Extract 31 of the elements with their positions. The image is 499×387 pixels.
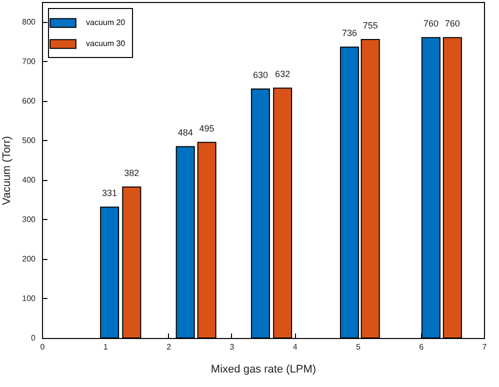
x-tick-label: 1 <box>103 342 108 352</box>
y-tick-label: 300 <box>22 214 36 224</box>
y-tick-label: 600 <box>22 96 36 106</box>
x-axis-title: Mixed gas rate (LPM) <box>210 364 316 376</box>
data-label: 331 <box>102 188 118 198</box>
data-label: 495 <box>199 123 214 134</box>
legend-label: vacuum 20 <box>86 18 126 27</box>
x-tick-label: 3 <box>230 342 235 352</box>
legend-label: vacuum 30 <box>86 39 126 48</box>
x-tick-label: 5 <box>356 342 361 352</box>
y-tick-label: 100 <box>22 294 36 303</box>
y-tick-label: 800 <box>22 17 36 26</box>
data-label: 382 <box>124 168 140 178</box>
data-label: 630 <box>252 70 268 80</box>
x-tick-label: 0 <box>40 342 46 352</box>
x-tick-label: 4 <box>292 342 298 352</box>
data-label: 736 <box>342 28 358 38</box>
y-tick-label: 0 <box>31 334 36 342</box>
y-tick-label: 500 <box>22 136 36 145</box>
x-tick-label: 6 <box>419 342 424 352</box>
data-label: 760 <box>444 18 460 29</box>
data-label: 632 <box>275 69 290 80</box>
x-tick-label: 7 <box>482 342 488 352</box>
y-tick-label: 200 <box>22 254 36 264</box>
y-tick-label: 400 <box>22 175 36 184</box>
data-label: 484 <box>178 128 193 138</box>
data-label: 755 <box>362 20 378 31</box>
x-tick-label: 2 <box>166 342 172 352</box>
y-tick-label: 700 <box>22 56 36 66</box>
data-label: 760 <box>423 18 438 29</box>
y-axis-title: Vacuum (Torr) <box>1 136 14 205</box>
